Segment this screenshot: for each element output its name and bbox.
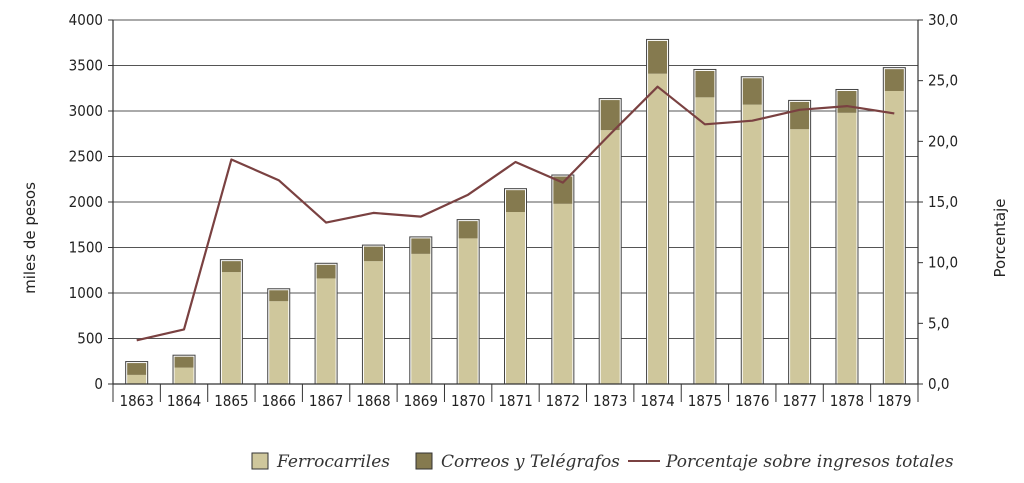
y-tick-label: 3000 — [69, 102, 103, 120]
bar-ferrocarriles — [363, 261, 383, 384]
x-tick-label: 1863 — [120, 392, 154, 410]
bar-correos — [411, 238, 431, 254]
x-tick-label: 1875 — [688, 392, 722, 410]
y2-tick-label: 5,0 — [928, 314, 949, 332]
bar-correos — [127, 363, 147, 375]
bar-ferrocarriles — [269, 301, 289, 384]
x-tick-label: 1871 — [498, 392, 532, 410]
bar-ferrocarriles — [127, 374, 147, 384]
y-tick-label: 2500 — [69, 148, 103, 166]
y-tick-label: 4000 — [69, 11, 103, 29]
y2-axis-title: Porcentaje — [991, 199, 1009, 278]
legend-label-porcentaje: Porcentaje sobre ingresos totales — [665, 452, 954, 472]
bar-ferrocarriles — [221, 272, 241, 384]
bar-ferrocarriles — [316, 278, 336, 384]
bar-correos — [506, 190, 525, 213]
bar-correos — [363, 246, 383, 262]
bar-ferrocarriles — [837, 112, 857, 384]
bars — [125, 38, 906, 385]
y-axis-left-ticks: 0 500 1000 1500 2000 2500 3000 3500 4000 — [69, 11, 113, 393]
bar-correos — [316, 264, 336, 279]
y-tick-label: 1000 — [69, 284, 103, 302]
y2-tick-label: 20,0 — [928, 132, 958, 150]
x-tick-label: 1876 — [735, 392, 769, 410]
bar-ferrocarriles — [884, 90, 904, 384]
y-tick-label: 1500 — [69, 239, 103, 257]
percentage-line-layer — [136, 85, 895, 342]
x-tick-label: 1873 — [593, 392, 627, 410]
y2-tick-label: 15,0 — [928, 193, 958, 211]
bar-correos — [648, 40, 668, 74]
bar-correos — [221, 261, 241, 273]
legend: Ferrocarriles Correos y Telégrafos Porce… — [251, 452, 954, 472]
bar-correos — [553, 176, 573, 204]
bar-correos — [742, 78, 762, 105]
y-tick-label: 500 — [77, 330, 103, 348]
y2-tick-label: 30,0 — [928, 11, 958, 29]
x-tick-label: 1869 — [404, 392, 438, 410]
bar-ferrocarriles — [553, 203, 573, 384]
bar-correos — [695, 70, 715, 98]
bar-correos — [837, 90, 857, 113]
legend-swatch-ferrocarriles — [251, 452, 269, 470]
x-tick-label: 1864 — [167, 392, 201, 410]
y-axis-right-ticks: 0,0 5,0 10,0 15,0 20,0 25,0 30,0 — [918, 11, 958, 393]
x-tick-label: 1877 — [782, 392, 816, 410]
bar-ferrocarriles — [695, 97, 715, 384]
y-tick-label: 3500 — [69, 57, 103, 75]
x-tick-label: 1865 — [214, 392, 248, 410]
bar-ferrocarriles — [458, 238, 478, 384]
y2-tick-label: 25,0 — [928, 72, 958, 90]
x-tick-label: 1867 — [309, 392, 343, 410]
bar-correos — [884, 69, 904, 91]
bar-correos — [600, 100, 620, 131]
x-tick-label: 1868 — [356, 392, 390, 410]
bar-ferrocarriles — [648, 73, 668, 384]
bar-ferrocarriles — [742, 104, 762, 384]
bar-ferrocarriles — [411, 253, 431, 384]
x-tick-label: 1874 — [640, 392, 674, 410]
bar-correos — [790, 101, 810, 130]
legend-label-ferrocarriles: Ferrocarriles — [276, 452, 390, 472]
y2-tick-label: 0,0 — [928, 375, 949, 393]
x-axis-ticks: 1863 1864 1865 1866 1867 1868 1869 1870 1871 1872… — [112, 384, 919, 410]
x-tick-label: 1866 — [262, 392, 296, 410]
x-tick-label: 1879 — [877, 392, 911, 410]
bar-correos — [458, 221, 478, 239]
percentage-line — [136, 85, 895, 342]
y-tick-label: 0 — [94, 375, 103, 393]
legend-label-correos: Correos y Telégrafos — [441, 452, 620, 472]
x-tick-label: 1878 — [830, 392, 864, 410]
bar-ferrocarriles — [506, 212, 525, 384]
bar-ferrocarriles — [790, 129, 810, 384]
x-tick-label: 1870 — [451, 392, 485, 410]
y2-tick-label: 10,0 — [928, 254, 958, 272]
bar-ferrocarriles — [600, 130, 620, 384]
legend-swatch-correos — [415, 452, 433, 470]
bar-ferrocarriles — [174, 367, 194, 384]
bar-correos — [174, 356, 194, 368]
x-tick-label: 1872 — [546, 392, 580, 410]
y-tick-label: 2000 — [69, 193, 103, 211]
y-axis-title: miles de pesos — [21, 182, 39, 294]
bar-correos — [269, 290, 289, 302]
